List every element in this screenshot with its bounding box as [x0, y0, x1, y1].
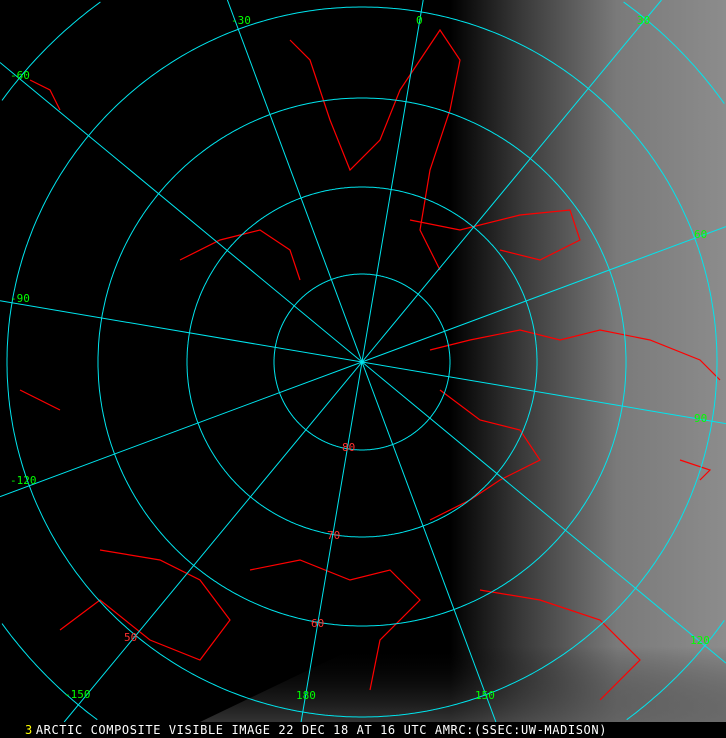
- latitude-circle: [186, 186, 538, 538]
- longitude-label: 120: [690, 634, 710, 647]
- latitude-circle: [1, 623, 98, 721]
- caption-bar: 3 ARCTIC COMPOSITE VISIBLE IMAGE 22 DEC 1…: [0, 722, 726, 738]
- longitude-label: -30: [231, 14, 251, 27]
- latitude-circle: [1, 1, 101, 101]
- visible-imagery-lower: [200, 470, 726, 722]
- map-canvas: 80 70 60 50 -30 0 30 60 90 120 150 180 -150 -120 -90 -6…: [0, 0, 726, 722]
- meridian-line: [226, 0, 497, 722]
- latitude-label: 50: [124, 631, 137, 644]
- latitude-label: 70: [327, 529, 340, 542]
- latitude-label: 80: [342, 441, 355, 454]
- longitude-label: -120: [10, 474, 37, 487]
- longitude-label: 180: [296, 689, 316, 702]
- latitude-circle: [623, 1, 725, 104]
- longitude-label: -60: [10, 69, 30, 82]
- longitude-label: 150: [475, 689, 495, 702]
- longitude-label: -150: [64, 688, 91, 701]
- latitude-circle: [273, 273, 451, 451]
- latitude-circle: [6, 6, 718, 718]
- meridian-line: [63, 0, 662, 722]
- caption-title: ARCTIC COMPOSITE VISIBLE IMAGE 22 DEC 18…: [35, 723, 608, 737]
- latitude-circle: [97, 97, 627, 627]
- longitude-label: 0: [416, 14, 423, 27]
- meridian-line: [0, 226, 726, 498]
- frame-number: 3: [25, 723, 33, 737]
- latitude-label: 60: [311, 617, 324, 630]
- longitude-label: 30: [637, 14, 650, 27]
- latitude-circle: [626, 620, 725, 721]
- meridian-line: [0, 62, 726, 664]
- longitude-label: 90: [694, 412, 707, 425]
- coastlines: [19, 28, 721, 701]
- longitude-label: 60: [694, 228, 707, 241]
- longitude-label: -90: [10, 292, 30, 305]
- graticule: [0, 0, 726, 722]
